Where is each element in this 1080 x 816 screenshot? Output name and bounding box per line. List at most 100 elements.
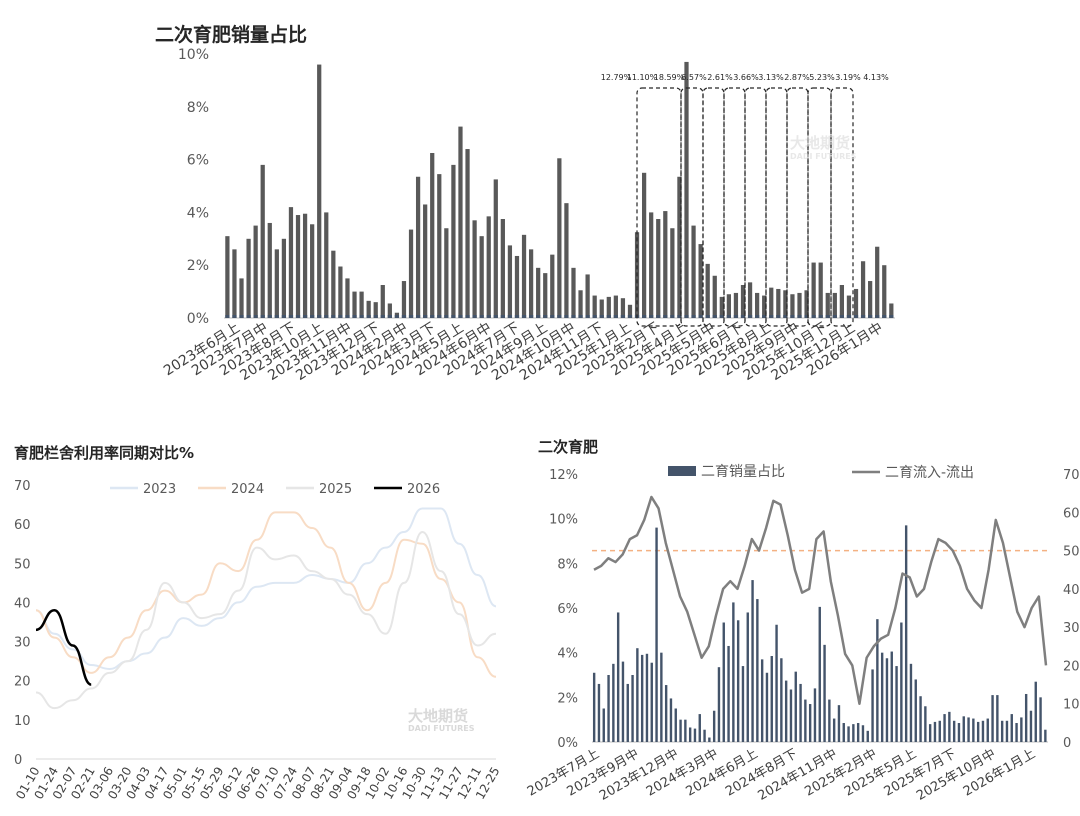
- bar: [797, 292, 802, 318]
- bar: [366, 300, 371, 318]
- bar: [900, 622, 903, 742]
- bar-base: [317, 315, 322, 318]
- watermark-logo-text: 大地期货: [408, 707, 469, 725]
- bar-base: [373, 315, 378, 318]
- bar-base: [528, 315, 534, 318]
- bar: [571, 267, 576, 318]
- bar: [732, 602, 735, 742]
- bar: [1015, 723, 1018, 742]
- bar: [909, 663, 913, 742]
- y-right-tick-label: 30: [1063, 621, 1080, 636]
- bar: [606, 296, 611, 318]
- bar-base: [868, 315, 873, 318]
- y-tick-label: 50: [14, 557, 31, 572]
- bar: [281, 238, 287, 318]
- y-tick-label: 8%: [187, 100, 209, 116]
- bar-base: [387, 315, 392, 318]
- bar: [1029, 710, 1033, 742]
- bar: [972, 718, 975, 742]
- bar: [688, 727, 692, 742]
- watermark-logo-subtext-2: DADI FUTURES: [790, 152, 857, 161]
- bar: [770, 656, 773, 742]
- bar: [597, 683, 601, 742]
- bar-base: [359, 315, 364, 318]
- chart2-title: 育肥栏舍利用率同期对比%: [14, 444, 195, 462]
- bar: [578, 290, 583, 318]
- bar: [626, 683, 629, 742]
- bar: [722, 622, 725, 742]
- legend-label-bar: 二育销量占比: [701, 464, 785, 480]
- bar-base: [712, 315, 717, 318]
- y-tick-label: 6%: [187, 153, 209, 169]
- y-right-tick-label: 10: [1063, 698, 1080, 713]
- bar: [839, 285, 845, 318]
- bar: [871, 669, 874, 742]
- bar: [592, 295, 597, 318]
- bar: [853, 288, 859, 318]
- bar-base: [338, 315, 343, 318]
- bar: [880, 652, 884, 742]
- box-label: 2.61%: [707, 73, 733, 82]
- bar-base: [825, 315, 830, 318]
- bar: [655, 527, 658, 742]
- bar-base: [253, 315, 258, 318]
- dashed-highlight-box: [830, 87, 854, 327]
- bar: [267, 222, 272, 318]
- bar: [246, 238, 251, 318]
- bar-base: [656, 315, 661, 318]
- bar: [225, 236, 230, 318]
- bar: [430, 153, 435, 318]
- y-left-tick-label: 10%: [549, 513, 578, 528]
- bar: [543, 273, 548, 318]
- bar-base: [818, 315, 823, 318]
- bar-base: [550, 315, 555, 318]
- bar: [324, 212, 329, 318]
- bar: [423, 204, 428, 318]
- bar-base: [804, 315, 809, 318]
- bar-base: [345, 315, 350, 318]
- bar-base: [232, 315, 237, 318]
- bar: [986, 718, 989, 742]
- bar: [1000, 720, 1004, 742]
- bar: [928, 724, 932, 742]
- y-left-tick-label: 0%: [557, 736, 578, 751]
- bar: [924, 706, 927, 742]
- bar: [331, 250, 336, 318]
- bar-base: [620, 315, 626, 318]
- bar: [674, 708, 677, 742]
- y-tick-label: 60: [14, 518, 31, 533]
- bar-base: [246, 315, 251, 318]
- bar: [740, 285, 746, 318]
- bar: [861, 725, 865, 742]
- bar: [756, 599, 759, 742]
- bar-base: [423, 315, 428, 318]
- bar-base: [889, 315, 894, 318]
- bar-base: [762, 315, 767, 318]
- bar: [451, 164, 456, 318]
- bar-base: [860, 315, 866, 318]
- y-tick-label: 0: [14, 753, 22, 768]
- bar: [765, 672, 769, 742]
- bar: [636, 648, 639, 742]
- bar: [813, 688, 817, 742]
- y-right-tick-label: 40: [1063, 583, 1080, 598]
- y-tick-label: 30: [14, 636, 31, 651]
- bar: [842, 723, 845, 742]
- y-right-tick-label: 50: [1063, 545, 1080, 560]
- bar: [769, 287, 774, 318]
- bar: [479, 236, 484, 318]
- bar: [914, 679, 917, 742]
- bar: [302, 213, 308, 318]
- y-left-tick-label: 4%: [557, 647, 578, 662]
- bar: [599, 299, 604, 318]
- bar: [664, 685, 668, 742]
- bar: [948, 711, 951, 742]
- y-right-tick-label: 20: [1063, 659, 1080, 674]
- bar-base: [430, 315, 435, 318]
- legend-swatch-bar: [668, 466, 696, 476]
- bar-base: [472, 315, 477, 318]
- series-line-2025: [35, 530, 497, 710]
- bar: [352, 291, 357, 318]
- bar-base: [260, 315, 265, 318]
